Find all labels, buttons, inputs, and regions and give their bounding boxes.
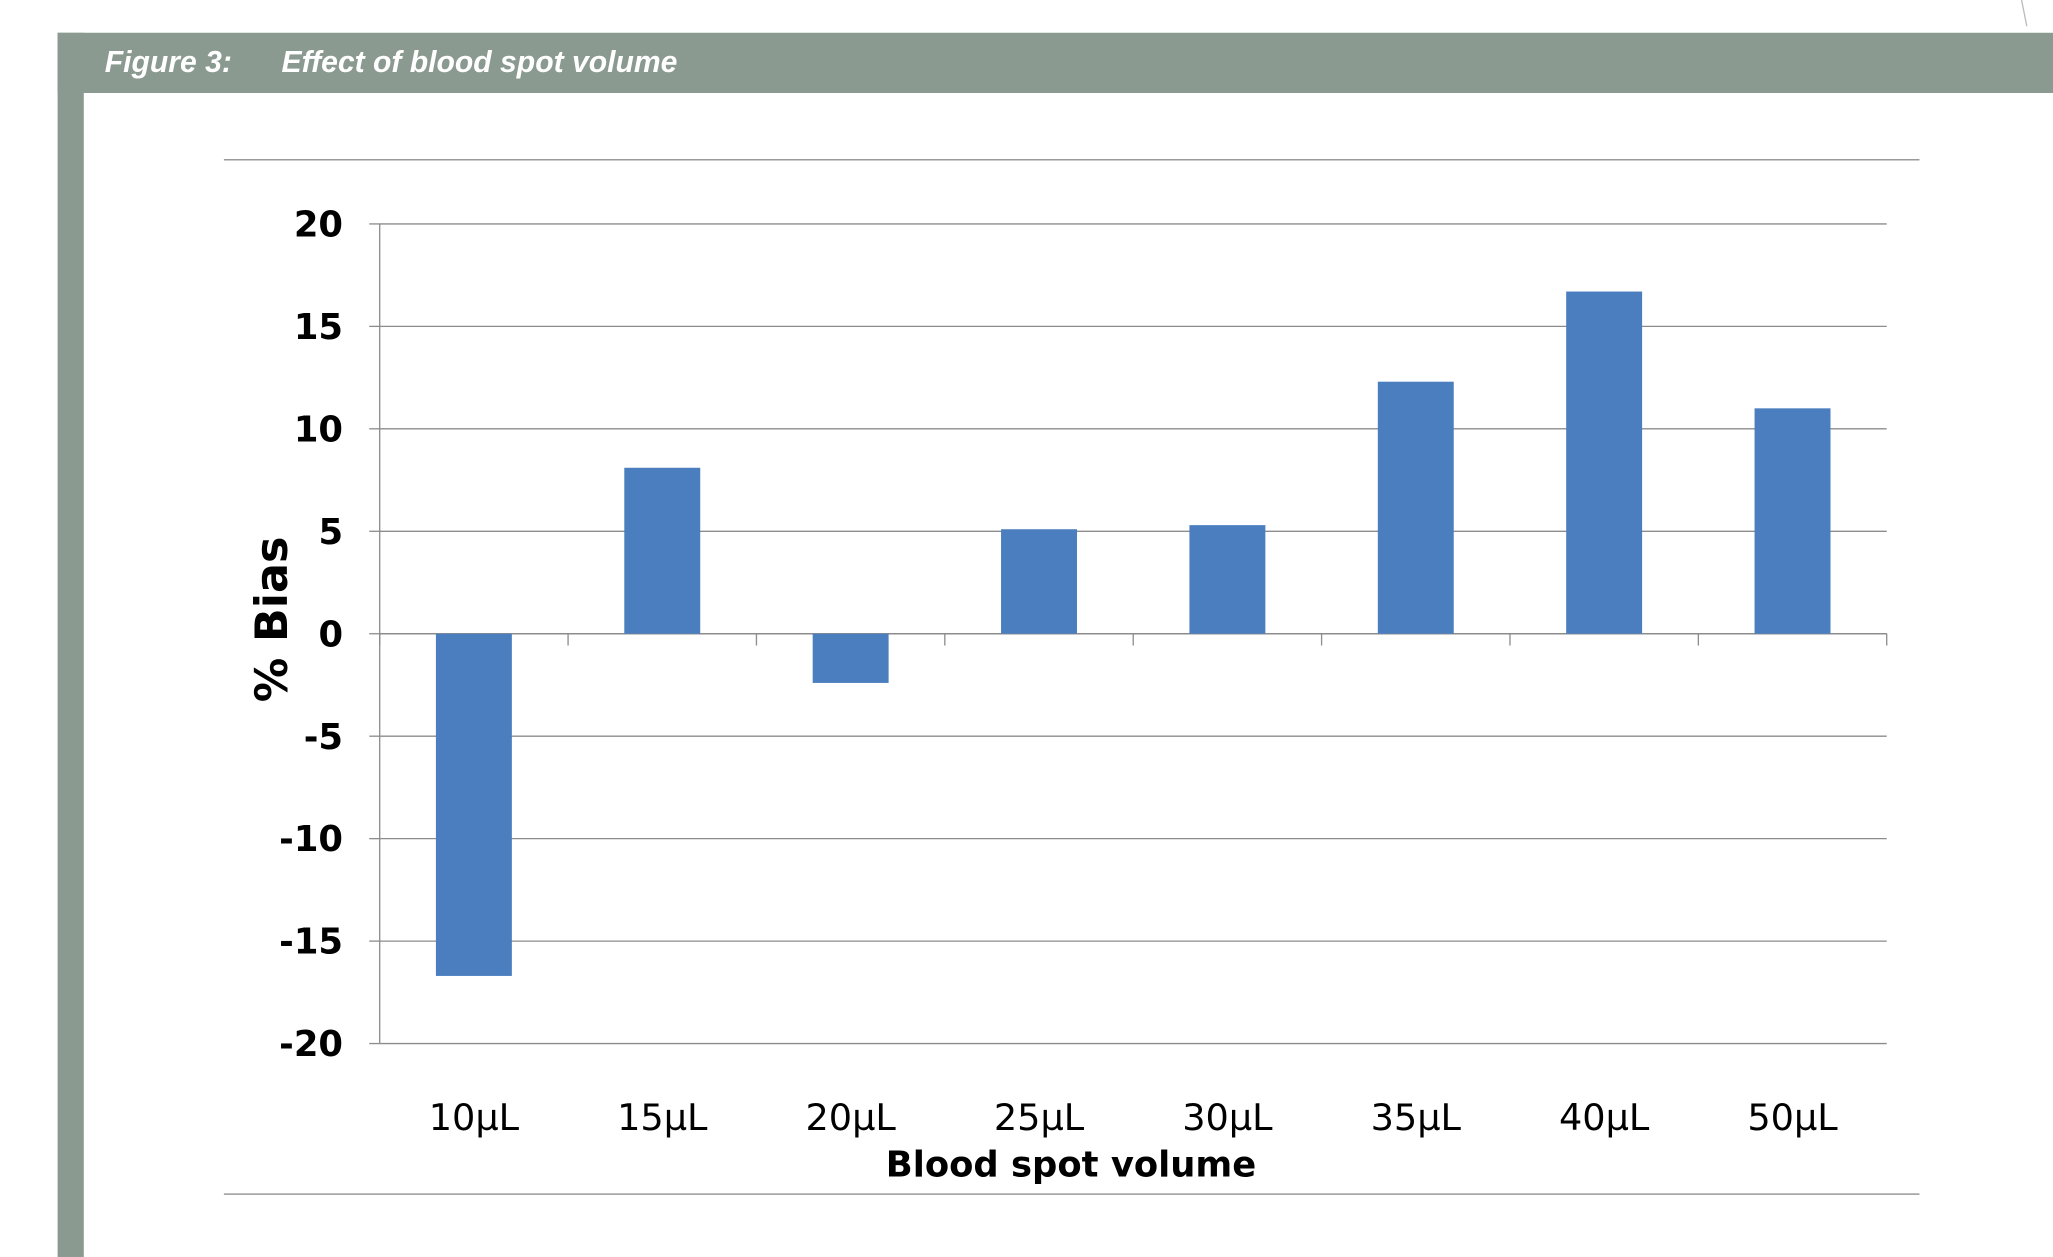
bar [1001, 529, 1077, 634]
x-tick-label: 25µL [994, 1096, 1085, 1139]
y-tick-label: 10 [294, 409, 343, 450]
y-tick-label: 5 [318, 512, 343, 553]
y-tick-label: 20 [294, 205, 343, 246]
figure-label: Figure 3: [105, 46, 232, 79]
x-axis-title: Blood spot volume [886, 1145, 1256, 1186]
y-tick-label: -10 [279, 819, 343, 860]
bar [435, 633, 512, 976]
y-tick-label: 0 [318, 614, 343, 655]
x-tick-label: 10µL [429, 1096, 520, 1139]
chart-title: Effect of blood spot volume [282, 46, 678, 79]
x-tick-label: 35µL [1371, 1096, 1462, 1139]
x-tick-label: 50µL [1747, 1096, 1838, 1139]
y-tick-label: 15 [294, 307, 343, 348]
left-border [57, 32, 84, 1257]
x-tick-label: 15µL [617, 1096, 708, 1139]
y-tick-label: -15 [279, 922, 343, 963]
bar [812, 633, 889, 683]
bar [1189, 525, 1266, 634]
bar [1566, 291, 1643, 634]
y-axis-title: % Bias [247, 536, 298, 702]
bar [1377, 381, 1454, 634]
x-tick-label: 20µL [805, 1096, 896, 1139]
x-tick-label: 40µL [1559, 1096, 1650, 1139]
x-tick-label: 30µL [1182, 1096, 1273, 1139]
header-band [57, 32, 2053, 93]
y-tick-label: -5 [304, 717, 343, 758]
bar [624, 467, 701, 634]
bar [1754, 408, 1831, 634]
y-tick-label: -20 [279, 1024, 343, 1065]
corner-line [2020, 0, 2028, 27]
